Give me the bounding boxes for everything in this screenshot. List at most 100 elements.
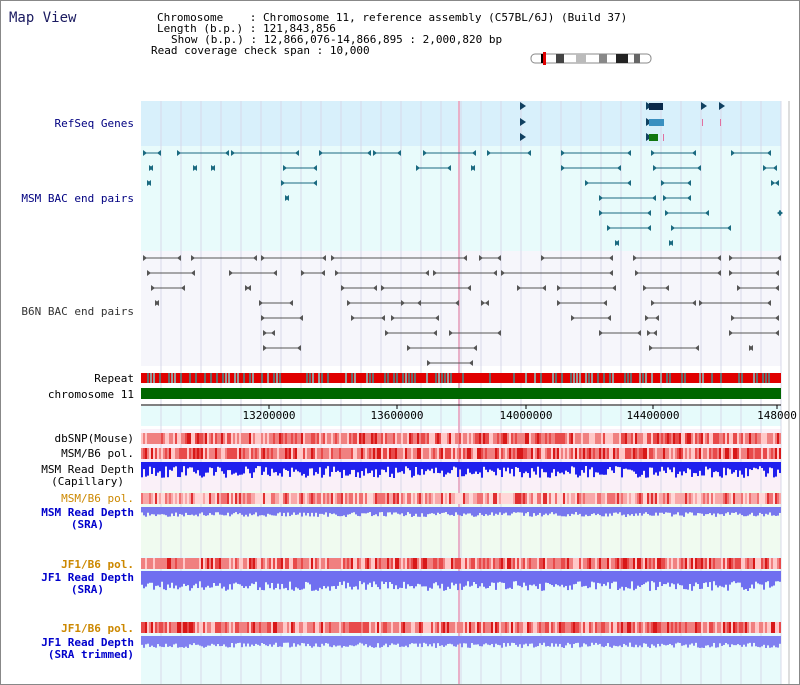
jf1-b6-pol-strip-1: [693, 558, 695, 569]
msm-sra-depth: [447, 507, 449, 515]
jf1-read-depth-label: JF1 Read Depth (SRA): [41, 572, 134, 596]
msm-capillary-depth: [281, 462, 283, 477]
jf1-sra-trimmed-depth: [477, 636, 479, 645]
msm-sra-depth: [279, 507, 281, 513]
jf1-sra-depth: [613, 571, 615, 582]
msm-capillary-depth: [569, 462, 571, 474]
msm-sra-depth: [397, 507, 399, 514]
msm-sra-depth: [389, 507, 391, 513]
jf1-b6-pol-strip-2: [373, 622, 375, 633]
repeat-segment: [513, 373, 515, 383]
dbsnp-strip: [441, 433, 443, 444]
msm-b6-pol-strip-2: [525, 493, 527, 504]
jf1-sra-trimmed-depth: [735, 636, 737, 646]
msm-b6-pol-strip-2: [231, 493, 233, 504]
repeat-segment: [318, 373, 320, 383]
msm-capillary-depth: [195, 462, 197, 474]
jf1-b6-pol-strip-2: [231, 622, 233, 633]
jf1-sra-trimmed-depth: [319, 636, 321, 648]
jf1-sra-trimmed-depth: [355, 636, 357, 646]
jf1-b6-pol-strip-1: [633, 558, 635, 569]
dbsnp-strip: [775, 433, 777, 444]
msm-capillary-depth: [455, 462, 457, 468]
msm-b6-pol-strip-2: [373, 493, 375, 504]
jf1-sra-depth: [211, 571, 213, 588]
dbsnp-strip: [641, 433, 643, 444]
jf1-sra-trimmed-depth: [385, 636, 387, 644]
msm-sra-depth: [709, 507, 711, 514]
msm-capillary-depth: [339, 462, 341, 473]
jf1-b6-pol-strip-2: [543, 622, 545, 633]
msm-capillary-depth: [479, 462, 481, 473]
jf1-sra-trimmed-depth: [709, 636, 711, 648]
jf1-b6-pol-strip-1: [467, 558, 469, 569]
jf1-b6-pol-strip-2: [573, 622, 575, 633]
jf1-sra-depth: [471, 571, 473, 586]
repeat-segment: [489, 373, 491, 383]
msm-sra-depth: [237, 507, 239, 515]
jf1-b6-pol-strip-2: [251, 622, 253, 633]
jf1-sra-depth: [195, 571, 197, 584]
msm-b6-pol-strip-1: [765, 448, 767, 459]
msm-b6-pol-strip-2: [217, 493, 219, 504]
jf1-b6-pol-strip-1: [757, 558, 759, 569]
msm-b6-pol-strip-2: [379, 493, 381, 504]
dbsnp-strip: [405, 433, 407, 444]
jf1-b6-pol-strip-1: [701, 558, 703, 569]
msm-b6-pol-strip-2: [397, 493, 399, 504]
msm-bac-pair-end: [147, 180, 151, 186]
msm-b6-pol-strip-1: [309, 448, 311, 459]
jf1-b6-pol-strip-1: [389, 558, 391, 569]
jf1-b6-pol-strip-2: [557, 622, 559, 633]
msm-b6-pol-strip-2: [665, 493, 667, 504]
msm-b6-pol-strip-1: [683, 448, 685, 459]
msm-capillary-depth: [271, 462, 273, 469]
msm-capillary-depth: [625, 462, 627, 469]
msm-b6-pol-strip-2: [415, 493, 417, 504]
dbsnp-strip: [721, 433, 723, 444]
chromosome-label: Chromosome: [157, 11, 224, 24]
msm-sra-depth: [385, 507, 387, 517]
jf1-b6-pol-strip-1: [753, 558, 755, 569]
jf1-b6-pol-strip-1: [555, 558, 557, 569]
msm-sra-depth: [417, 507, 419, 517]
msm-bac-label[interactable]: MSM BAC end pairs: [21, 192, 134, 205]
jf1-b6-pol-strip-2: [763, 622, 765, 633]
jf1-sra-depth: [257, 571, 259, 591]
msm-capillary-depth: [553, 462, 555, 470]
jf1-b6-pol-strip-1: [143, 558, 145, 569]
dbsnp-strip: [543, 433, 545, 444]
msm-sra-depth: [745, 507, 747, 517]
msm-b6-pol-strip-1: [207, 448, 209, 459]
msm-sra-depth: [261, 507, 263, 516]
jf1-b6-pol-strip-2: [777, 622, 779, 633]
b6n-bac-pair-end: [737, 285, 741, 291]
jf1-b6-pol-strip-1: [589, 558, 591, 569]
jf1-sra-depth: [581, 571, 583, 587]
msm-capillary-depth: [259, 462, 261, 467]
jf1-sra-trimmed-depth: [631, 636, 633, 647]
dbsnp-strip: [197, 433, 199, 444]
dbsnp-strip: [477, 433, 479, 444]
dbsnp-strip: [679, 433, 681, 444]
msm-sra-depth: [731, 507, 733, 513]
refseq-genes-label[interactable]: RefSeq Genes: [54, 117, 134, 130]
msm-sra-depth: [427, 507, 429, 515]
msm-b6-pol-strip-2: [763, 493, 765, 504]
msm-sra-depth: [475, 507, 477, 517]
msm-sra-depth: [485, 507, 487, 515]
jf1-b6-pol-strip-2: [289, 622, 291, 633]
jf1-b6-pol-strip-1: [587, 558, 589, 569]
msm-sra-depth: [191, 507, 193, 515]
msm-sra-depth: [393, 507, 395, 513]
jf1-sra-depth: [333, 571, 335, 587]
msm-b6-pol-strip-1: [319, 448, 321, 459]
jf1-b6-pol-strip-1: [683, 558, 685, 569]
jf1-b6-pol-strip-2: [651, 622, 653, 633]
msm-sra-depth: [283, 507, 285, 513]
jf1-b6-pol-strip-2: [277, 622, 279, 633]
b6n-bac-label[interactable]: B6N BAC end pairs: [21, 305, 134, 318]
jf1-sra-depth: [409, 571, 411, 587]
msm-sra-depth: [737, 507, 739, 515]
jf1-sra-depth: [443, 571, 445, 591]
